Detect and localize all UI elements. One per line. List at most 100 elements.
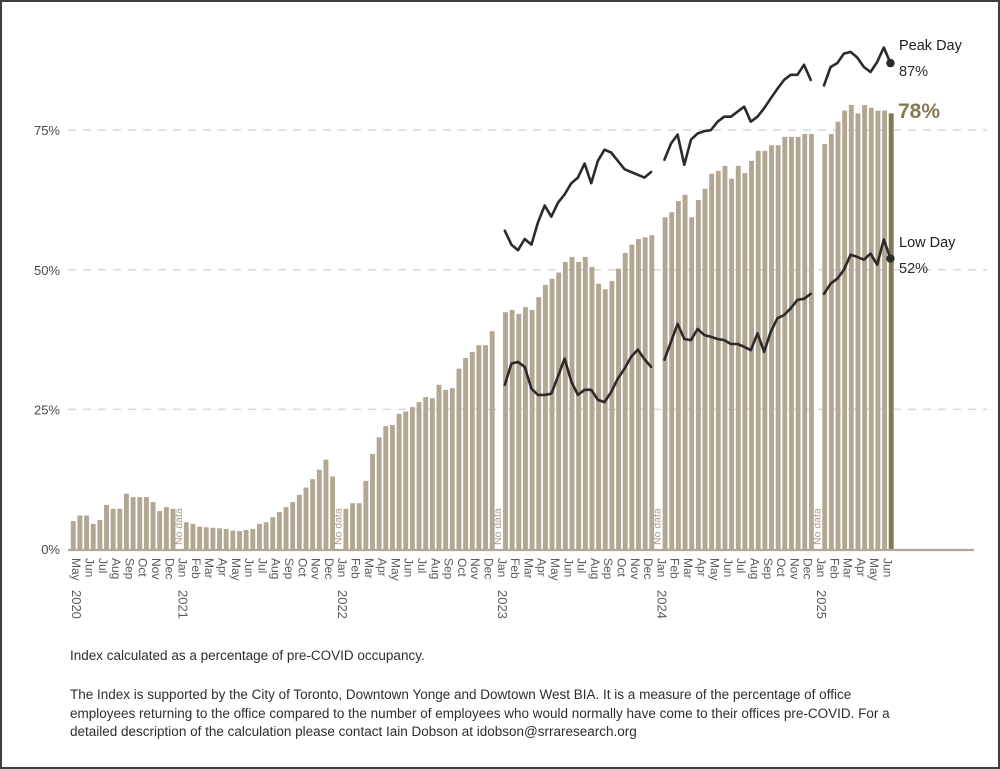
x-month-label: May — [388, 558, 402, 581]
x-month-label: Oct — [455, 558, 469, 577]
bar — [503, 312, 508, 549]
no-data-label: No data — [492, 508, 504, 545]
x-month-label: Jul — [575, 558, 589, 573]
bar — [702, 188, 708, 549]
x-month-label: Mar — [681, 558, 695, 579]
bar — [257, 523, 262, 549]
x-month-label: Nov — [628, 558, 642, 579]
bar — [529, 309, 535, 549]
x-month-label: Oct — [295, 558, 309, 577]
low-day-value: 52% — [899, 261, 929, 277]
y-tick-label: 75% — [34, 123, 60, 138]
x-month-label: Apr — [694, 558, 708, 577]
footer-description: The Index is supported by the City of To… — [70, 687, 890, 739]
y-tick-label: 0% — [41, 542, 60, 557]
x-month-label: Dec — [801, 558, 815, 579]
bar — [84, 515, 89, 549]
bar — [536, 297, 542, 549]
bar — [795, 136, 801, 549]
bar — [290, 502, 296, 549]
x-month-label: Aug — [428, 558, 442, 579]
bar — [409, 407, 415, 549]
no-data-label: No data — [173, 508, 185, 545]
bar-final — [888, 113, 894, 550]
bar — [709, 173, 715, 550]
bar — [97, 519, 103, 549]
bar — [370, 454, 375, 549]
low-day-endpoint — [886, 254, 895, 263]
bar — [429, 398, 435, 549]
x-month-label: Apr — [375, 558, 389, 577]
bar — [855, 113, 861, 550]
bar — [516, 313, 522, 549]
x-year-label: 2020 — [69, 590, 84, 619]
bar — [363, 480, 369, 549]
bar — [848, 104, 854, 550]
bar — [296, 494, 302, 549]
bar — [230, 530, 236, 549]
bar — [735, 165, 741, 549]
bar — [170, 508, 176, 549]
bar — [489, 331, 495, 549]
bar — [755, 150, 761, 550]
bar — [270, 517, 276, 549]
bar — [416, 402, 422, 549]
x-month-label: Dec — [162, 558, 176, 579]
bar — [868, 107, 874, 549]
bar — [523, 307, 528, 549]
x-month-label: Jun — [561, 558, 575, 577]
x-month-label: Aug — [109, 558, 123, 579]
bar — [237, 531, 242, 549]
bar — [802, 134, 808, 550]
bar — [303, 487, 309, 549]
x-month-label: Feb — [668, 558, 682, 579]
x-month-label: Nov — [787, 558, 801, 579]
x-month-label: Jun — [881, 558, 895, 577]
bar — [622, 252, 628, 549]
x-month-label: Nov — [149, 558, 163, 579]
bar — [449, 388, 455, 549]
bar — [616, 268, 621, 549]
bar — [456, 368, 462, 549]
x-month-label: Aug — [269, 558, 283, 579]
bar — [210, 527, 216, 549]
bar — [350, 503, 355, 549]
bar — [110, 508, 116, 549]
bar — [276, 512, 282, 549]
bar — [602, 289, 608, 549]
bar — [669, 212, 675, 550]
bar — [689, 217, 695, 549]
bar — [150, 502, 156, 549]
chart-canvas: 0% 25% 50% 75% No data No data No data No data N… — [34, 46, 987, 619]
bar — [789, 136, 794, 549]
bar — [330, 476, 336, 549]
bar — [217, 528, 222, 549]
bar — [263, 522, 269, 549]
bar — [163, 507, 169, 549]
x-month-label: Mar — [202, 558, 216, 579]
bar — [423, 397, 429, 549]
low-day-label: Low Day — [899, 235, 956, 251]
y-tick-label: 25% — [34, 402, 60, 417]
bar — [223, 528, 229, 549]
x-month-label: Jun — [721, 558, 735, 577]
x-month-label: Oct — [774, 558, 788, 577]
bar — [124, 493, 129, 549]
final-bar-value-label: 78% — [898, 100, 941, 123]
bar — [283, 507, 289, 549]
x-month-label: Apr — [854, 558, 868, 577]
bar — [390, 425, 395, 549]
no-data-label: No data — [811, 508, 823, 545]
bar — [90, 523, 96, 549]
bar — [822, 144, 828, 549]
peak-day-line — [503, 46, 892, 252]
footer-note: Index calculated as a percentage of pre-… — [70, 648, 425, 663]
bar — [383, 426, 389, 549]
bar — [862, 104, 868, 550]
bar — [715, 170, 721, 549]
x-month-label: Dec — [641, 558, 655, 579]
bar — [549, 278, 555, 549]
x-month-label: May — [69, 558, 83, 581]
y-tick-label: 50% — [34, 263, 60, 278]
